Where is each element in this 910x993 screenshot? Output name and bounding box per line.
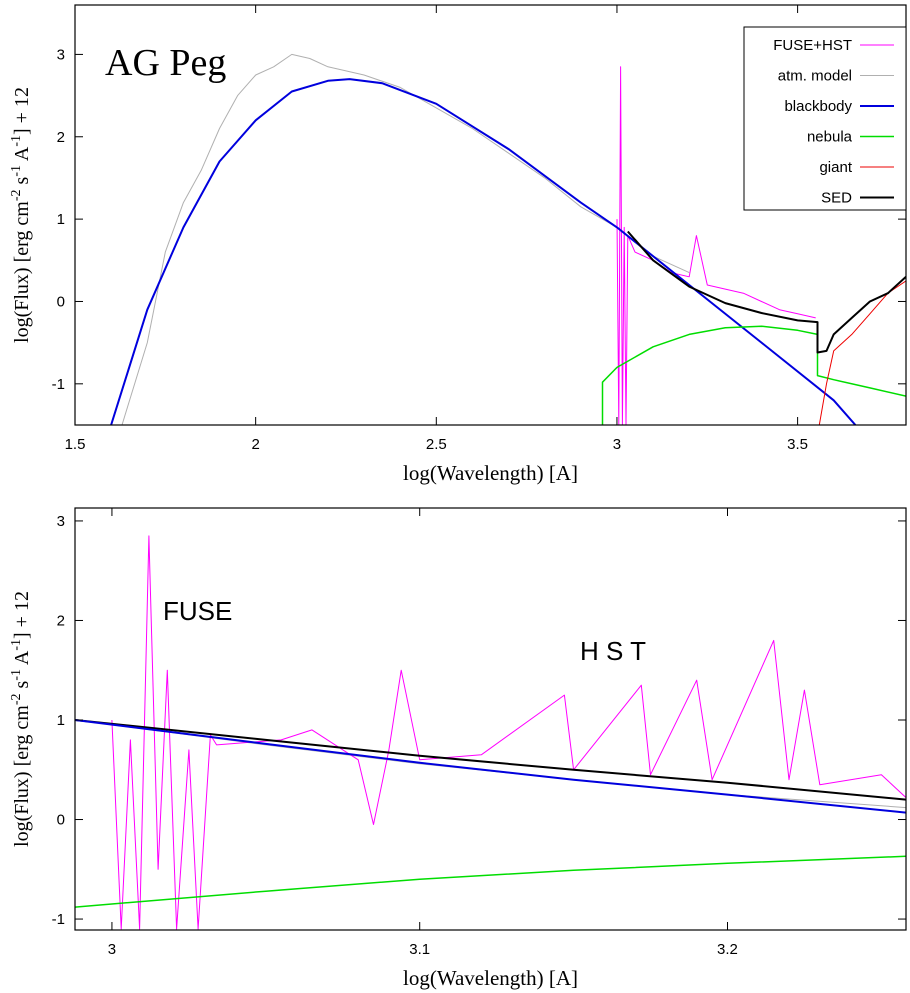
series-line xyxy=(121,53,690,425)
series-line xyxy=(75,719,906,814)
y-axis-label-part: -1 xyxy=(9,639,24,651)
legend-label: blackbody xyxy=(784,98,852,115)
annotation: AG Peg xyxy=(105,42,226,84)
y-axis-label-part: -1 xyxy=(9,135,24,147)
y-axis-label-part: A xyxy=(11,650,33,669)
series-line xyxy=(627,230,906,354)
x-tick-label: 2 xyxy=(251,436,259,453)
legend-label: atm. model xyxy=(778,68,852,85)
y-axis-label-part: -2 xyxy=(9,693,24,705)
annotation: FUSE xyxy=(163,596,232,626)
series-line xyxy=(110,78,857,425)
annotation: H S T xyxy=(580,636,646,666)
y-tick-label: 2 xyxy=(57,612,65,629)
y-axis-label-part: log(Flux) [erg cm xyxy=(11,201,33,343)
y-axis-label-part: -1 xyxy=(9,165,24,177)
series-line xyxy=(601,325,906,425)
x-tick-label: 3.2 xyxy=(717,941,738,958)
y-tick-label: -1 xyxy=(52,376,65,393)
y-tick-label: 2 xyxy=(57,129,65,146)
y-axis-label-part: ] + 12 xyxy=(11,591,33,639)
x-tick-label: 1.5 xyxy=(65,436,86,453)
series-line xyxy=(75,719,906,801)
series-line xyxy=(111,535,906,930)
plot-frame xyxy=(74,4,907,426)
legend-label: FUSE+HST xyxy=(773,37,852,54)
y-axis-label-part: A xyxy=(11,146,33,165)
series-line xyxy=(818,280,906,425)
y-tick-label: 3 xyxy=(57,46,65,63)
y-tick-label: 0 xyxy=(57,293,65,310)
y-tick-label: 1 xyxy=(57,712,65,729)
y-tick-label: -1 xyxy=(52,911,65,928)
plot-frame xyxy=(74,507,907,931)
y-axis-label-part: log(Flux) [erg cm xyxy=(11,705,33,847)
legend-box xyxy=(743,26,907,211)
plot-lines xyxy=(75,535,906,930)
x-tick-label: 2.5 xyxy=(426,436,447,453)
y-axis-label: log(Flux) [erg cm-2 s-1 A-1] + 12 xyxy=(9,591,33,847)
x-tick-label: 3 xyxy=(108,941,116,958)
legend-label: SED xyxy=(821,190,852,207)
y-axis-label-part: ] + 12 xyxy=(11,87,33,135)
x-tick-label: 3 xyxy=(613,436,621,453)
series-line xyxy=(75,855,906,908)
x-tick-label: 3.1 xyxy=(409,941,430,958)
x-axis-label: log(Wavelength) [A] xyxy=(403,461,578,485)
y-tick-label: 3 xyxy=(57,513,65,530)
y-axis-label-part: -1 xyxy=(9,669,24,681)
y-tick-label: 0 xyxy=(57,812,65,829)
y-axis-label-part: s xyxy=(11,680,33,693)
x-tick-label: 3.5 xyxy=(787,436,808,453)
legend-label: giant xyxy=(819,159,852,176)
y-axis-label-part: -2 xyxy=(9,189,24,201)
y-axis-label-part: s xyxy=(11,176,33,189)
plot-lines xyxy=(110,53,906,425)
legend-label: nebula xyxy=(807,129,853,146)
x-axis-label: log(Wavelength) [A] xyxy=(403,966,578,990)
y-axis-label: log(Flux) [erg cm-2 s-1 A-1] + 12 xyxy=(9,87,33,343)
y-tick-label: 1 xyxy=(57,211,65,228)
